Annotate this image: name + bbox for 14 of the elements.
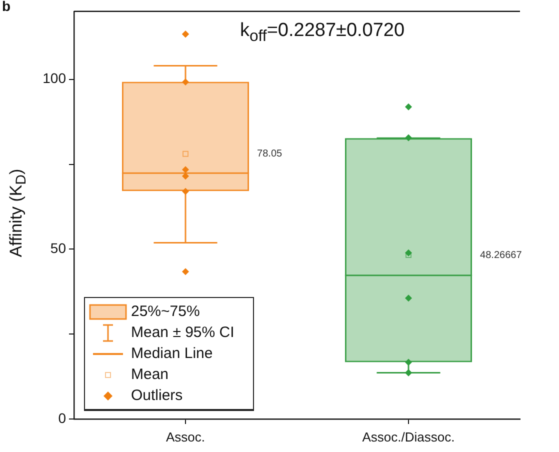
- y-tick-label: 50: [50, 240, 66, 256]
- text: b: [2, 0, 11, 14]
- y-tick-label: 100: [42, 70, 66, 86]
- y-tick-label: 0: [58, 410, 66, 426]
- x-tick-label: Assoc.: [166, 429, 206, 444]
- annotation: Mean ± 95% CI: [131, 324, 234, 341]
- annotation: 25%~75%: [131, 303, 200, 320]
- annotation: Median Line: [131, 345, 213, 362]
- annotation: k$_{off}$=0.2287±0.0720: [240, 20, 405, 46]
- annotation: Mean: [131, 366, 169, 383]
- legend-label: Outliers: [131, 387, 183, 404]
- annotation: 48.26667: [480, 250, 522, 261]
- annotation: 78.05: [257, 148, 283, 160]
- x-tick-label: Assoc./Diassoc.: [362, 429, 455, 444]
